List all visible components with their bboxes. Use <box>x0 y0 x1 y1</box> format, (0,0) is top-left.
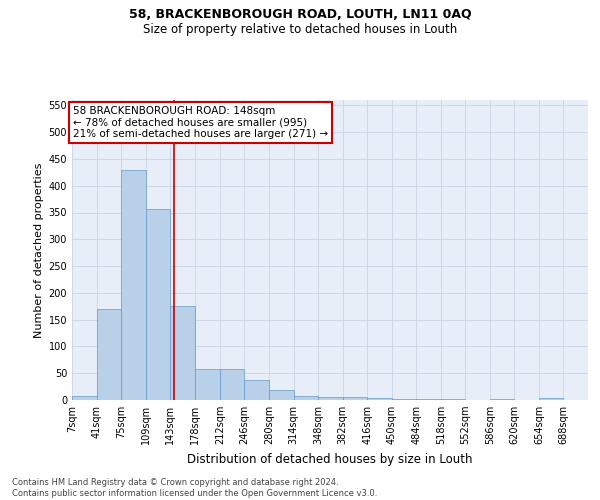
Bar <box>318 398 343 400</box>
Bar <box>244 380 269 400</box>
Bar <box>343 398 367 400</box>
Text: 58, BRACKENBOROUGH ROAD, LOUTH, LN11 0AQ: 58, BRACKENBOROUGH ROAD, LOUTH, LN11 0AQ <box>128 8 472 20</box>
Bar <box>121 170 146 400</box>
Bar <box>146 209 170 400</box>
Bar <box>539 398 563 400</box>
Bar <box>196 370 220 400</box>
Text: Size of property relative to detached houses in Louth: Size of property relative to detached ho… <box>143 22 457 36</box>
Bar <box>170 306 194 400</box>
Y-axis label: Number of detached properties: Number of detached properties <box>34 162 44 338</box>
Text: Contains HM Land Registry data © Crown copyright and database right 2024.
Contai: Contains HM Land Registry data © Crown c… <box>12 478 377 498</box>
X-axis label: Distribution of detached houses by size in Louth: Distribution of detached houses by size … <box>187 452 473 466</box>
Bar <box>269 390 293 400</box>
Text: 58 BRACKENBOROUGH ROAD: 148sqm
← 78% of detached houses are smaller (995)
21% of: 58 BRACKENBOROUGH ROAD: 148sqm ← 78% of … <box>73 106 328 139</box>
Bar <box>97 309 121 400</box>
Bar <box>367 398 392 400</box>
Bar <box>72 396 97 400</box>
Bar <box>293 396 318 400</box>
Bar <box>220 370 244 400</box>
